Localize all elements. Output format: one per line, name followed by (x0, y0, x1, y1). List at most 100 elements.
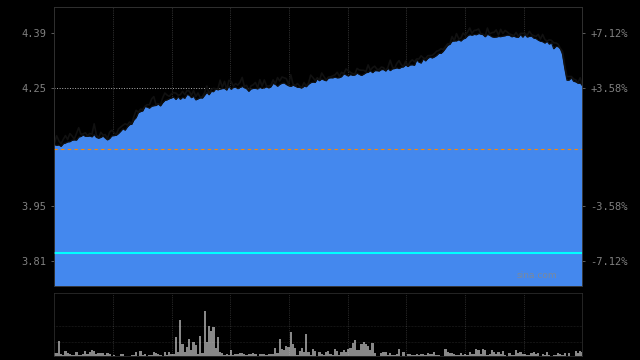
Bar (133, 355, 135, 356)
Bar (479, 354, 482, 356)
Bar (431, 354, 433, 356)
Bar (535, 354, 537, 356)
Bar (415, 354, 418, 356)
Bar (511, 355, 513, 356)
Bar (104, 355, 106, 356)
Bar (131, 355, 133, 356)
Bar (113, 355, 115, 356)
Bar (250, 354, 252, 356)
Bar (559, 354, 561, 356)
Bar (522, 354, 524, 356)
Bar (157, 355, 159, 356)
Bar (175, 337, 177, 356)
Bar (575, 351, 577, 356)
Bar (334, 349, 336, 356)
Bar (433, 352, 435, 356)
Bar (340, 352, 342, 356)
Bar (482, 350, 484, 356)
Bar (332, 355, 334, 356)
Bar (548, 355, 550, 356)
Bar (230, 350, 232, 356)
Bar (488, 354, 491, 356)
Text: sina.com: sina.com (516, 271, 557, 280)
Bar (177, 352, 179, 356)
Bar (544, 355, 546, 356)
Bar (476, 348, 477, 356)
Bar (371, 343, 374, 356)
Bar (281, 349, 283, 356)
Bar (513, 355, 515, 356)
Bar (65, 351, 67, 356)
Bar (62, 355, 65, 356)
Bar (243, 354, 246, 356)
Bar (314, 351, 316, 356)
Bar (464, 355, 467, 356)
Bar (294, 348, 296, 356)
Bar (365, 344, 367, 356)
Bar (351, 343, 354, 356)
Bar (68, 354, 71, 356)
Bar (60, 354, 62, 356)
Bar (155, 352, 157, 356)
Bar (473, 354, 476, 356)
Bar (144, 355, 146, 356)
Bar (520, 352, 522, 356)
Bar (424, 355, 427, 356)
Bar (173, 354, 175, 356)
Bar (170, 354, 173, 356)
Bar (226, 354, 228, 356)
Bar (462, 355, 464, 356)
Bar (106, 353, 109, 356)
Bar (453, 354, 456, 356)
Bar (552, 355, 555, 356)
Bar (310, 355, 312, 356)
Bar (97, 353, 100, 356)
Bar (546, 352, 548, 356)
Bar (274, 348, 276, 356)
Bar (166, 355, 168, 356)
Bar (217, 337, 219, 356)
Bar (517, 353, 520, 356)
Bar (327, 351, 330, 356)
Bar (259, 354, 261, 356)
Bar (159, 355, 161, 356)
Bar (561, 355, 564, 356)
Bar (204, 311, 205, 356)
Bar (508, 353, 511, 356)
Bar (290, 332, 292, 356)
Bar (307, 352, 310, 356)
Bar (102, 353, 104, 356)
Bar (435, 355, 438, 356)
Bar (557, 354, 559, 356)
Bar (369, 350, 371, 356)
Bar (460, 353, 462, 356)
Bar (76, 352, 77, 356)
Bar (484, 350, 486, 356)
Bar (422, 354, 424, 356)
Bar (223, 355, 226, 356)
Bar (447, 352, 449, 356)
Bar (420, 354, 422, 356)
Bar (71, 355, 73, 356)
Bar (468, 352, 471, 356)
Bar (261, 354, 263, 356)
Bar (89, 352, 91, 356)
Bar (305, 334, 307, 356)
Bar (579, 351, 581, 356)
Bar (135, 352, 137, 356)
Bar (263, 354, 266, 356)
Bar (564, 353, 566, 356)
Bar (358, 350, 360, 356)
Bar (184, 352, 186, 356)
Bar (84, 351, 86, 356)
Bar (528, 355, 531, 356)
Bar (354, 340, 356, 356)
Bar (56, 354, 58, 356)
Bar (568, 354, 570, 356)
Bar (266, 355, 268, 356)
Bar (303, 352, 305, 356)
Bar (471, 354, 473, 356)
Bar (477, 350, 479, 356)
Bar (232, 355, 234, 356)
Bar (356, 350, 358, 356)
